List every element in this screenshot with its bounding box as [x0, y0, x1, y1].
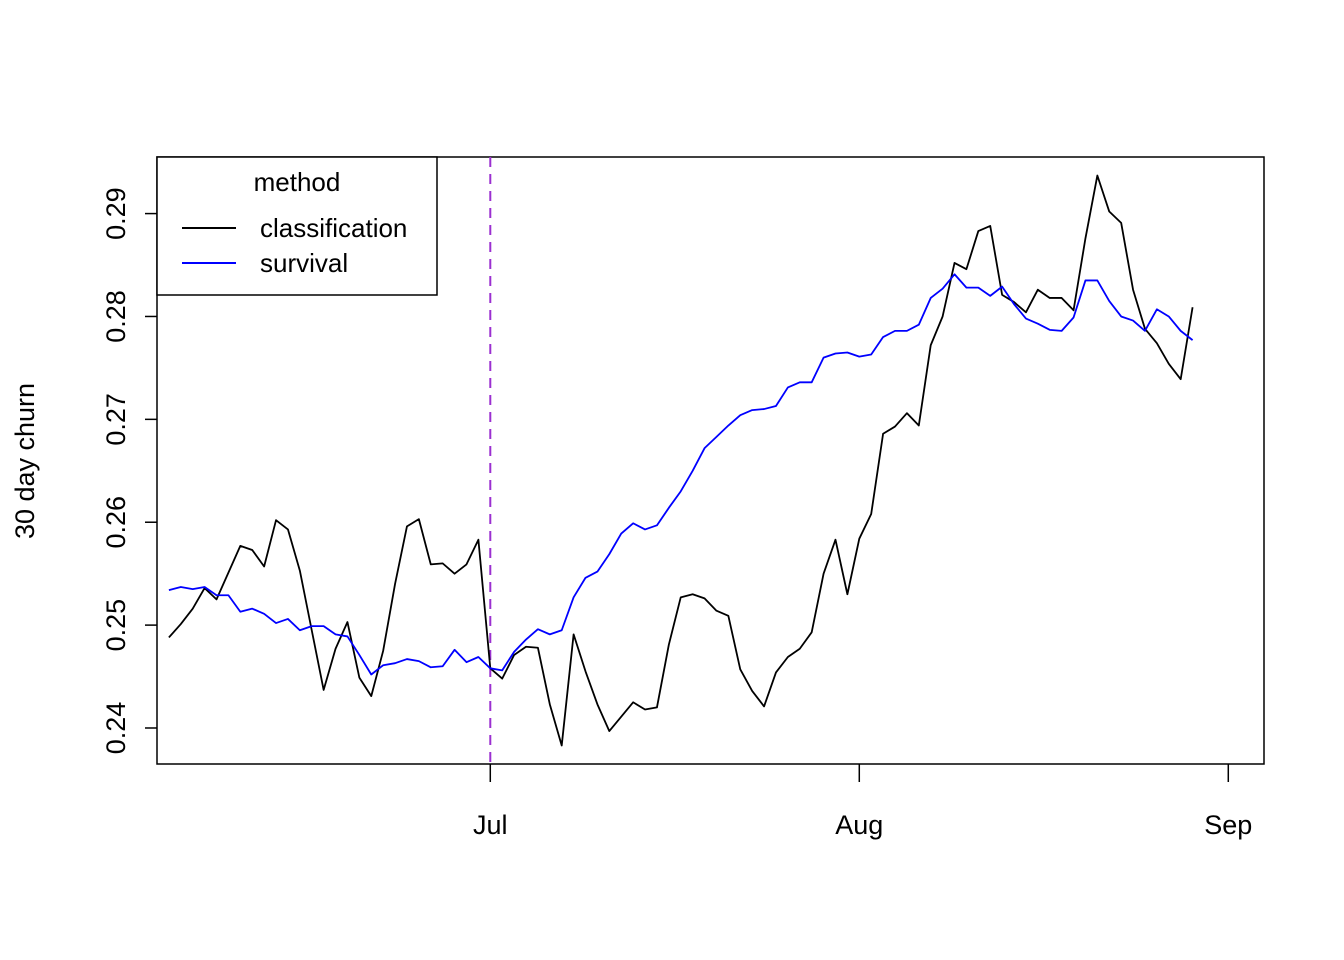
- y-tick-label: 0.28: [101, 290, 131, 343]
- legend-title: method: [254, 167, 341, 197]
- legend-label-classification: classification: [260, 213, 407, 243]
- x-tick-label: Aug: [835, 810, 883, 840]
- y-tick-label: 0.27: [101, 393, 131, 446]
- legend-label-survival: survival: [260, 248, 348, 278]
- series-line-survival: [168, 273, 1194, 676]
- y-axis: 0.24 0.25 0.26 0.27 0.28 0.29: [101, 187, 157, 754]
- series-group: [168, 174, 1194, 747]
- x-tick-label: Jul: [473, 810, 508, 840]
- legend: method classification survival: [156, 156, 438, 296]
- y-tick-label: 0.25: [101, 599, 131, 652]
- series-line-classification: [168, 174, 1194, 747]
- y-tick-label: 0.29: [101, 187, 131, 240]
- x-axis: Jul Aug Sep: [473, 764, 1252, 840]
- x-tick-label: Sep: [1204, 810, 1252, 840]
- y-axis-label: 30 day churn: [10, 383, 40, 539]
- plot-frame: [156, 156, 1265, 765]
- y-tick-label: 0.26: [101, 496, 131, 549]
- legend-box: [156, 156, 438, 296]
- y-tick-label: 0.24: [101, 702, 131, 755]
